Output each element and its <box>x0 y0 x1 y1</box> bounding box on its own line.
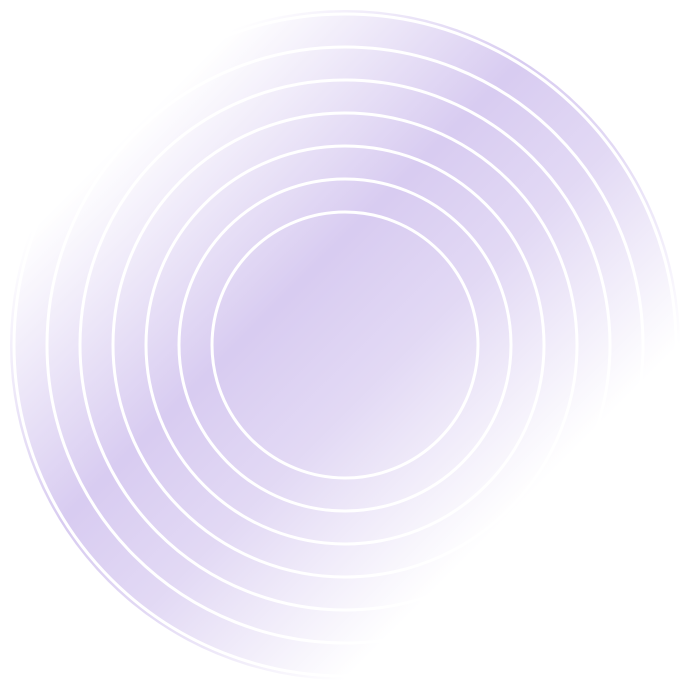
ring-group <box>12 12 678 678</box>
ring <box>177 177 513 513</box>
tinted-disc <box>10 10 680 680</box>
ring <box>78 78 612 612</box>
ring <box>111 111 579 579</box>
ring <box>12 12 678 678</box>
ring <box>45 45 645 645</box>
ring <box>210 210 480 480</box>
ring <box>144 144 546 546</box>
